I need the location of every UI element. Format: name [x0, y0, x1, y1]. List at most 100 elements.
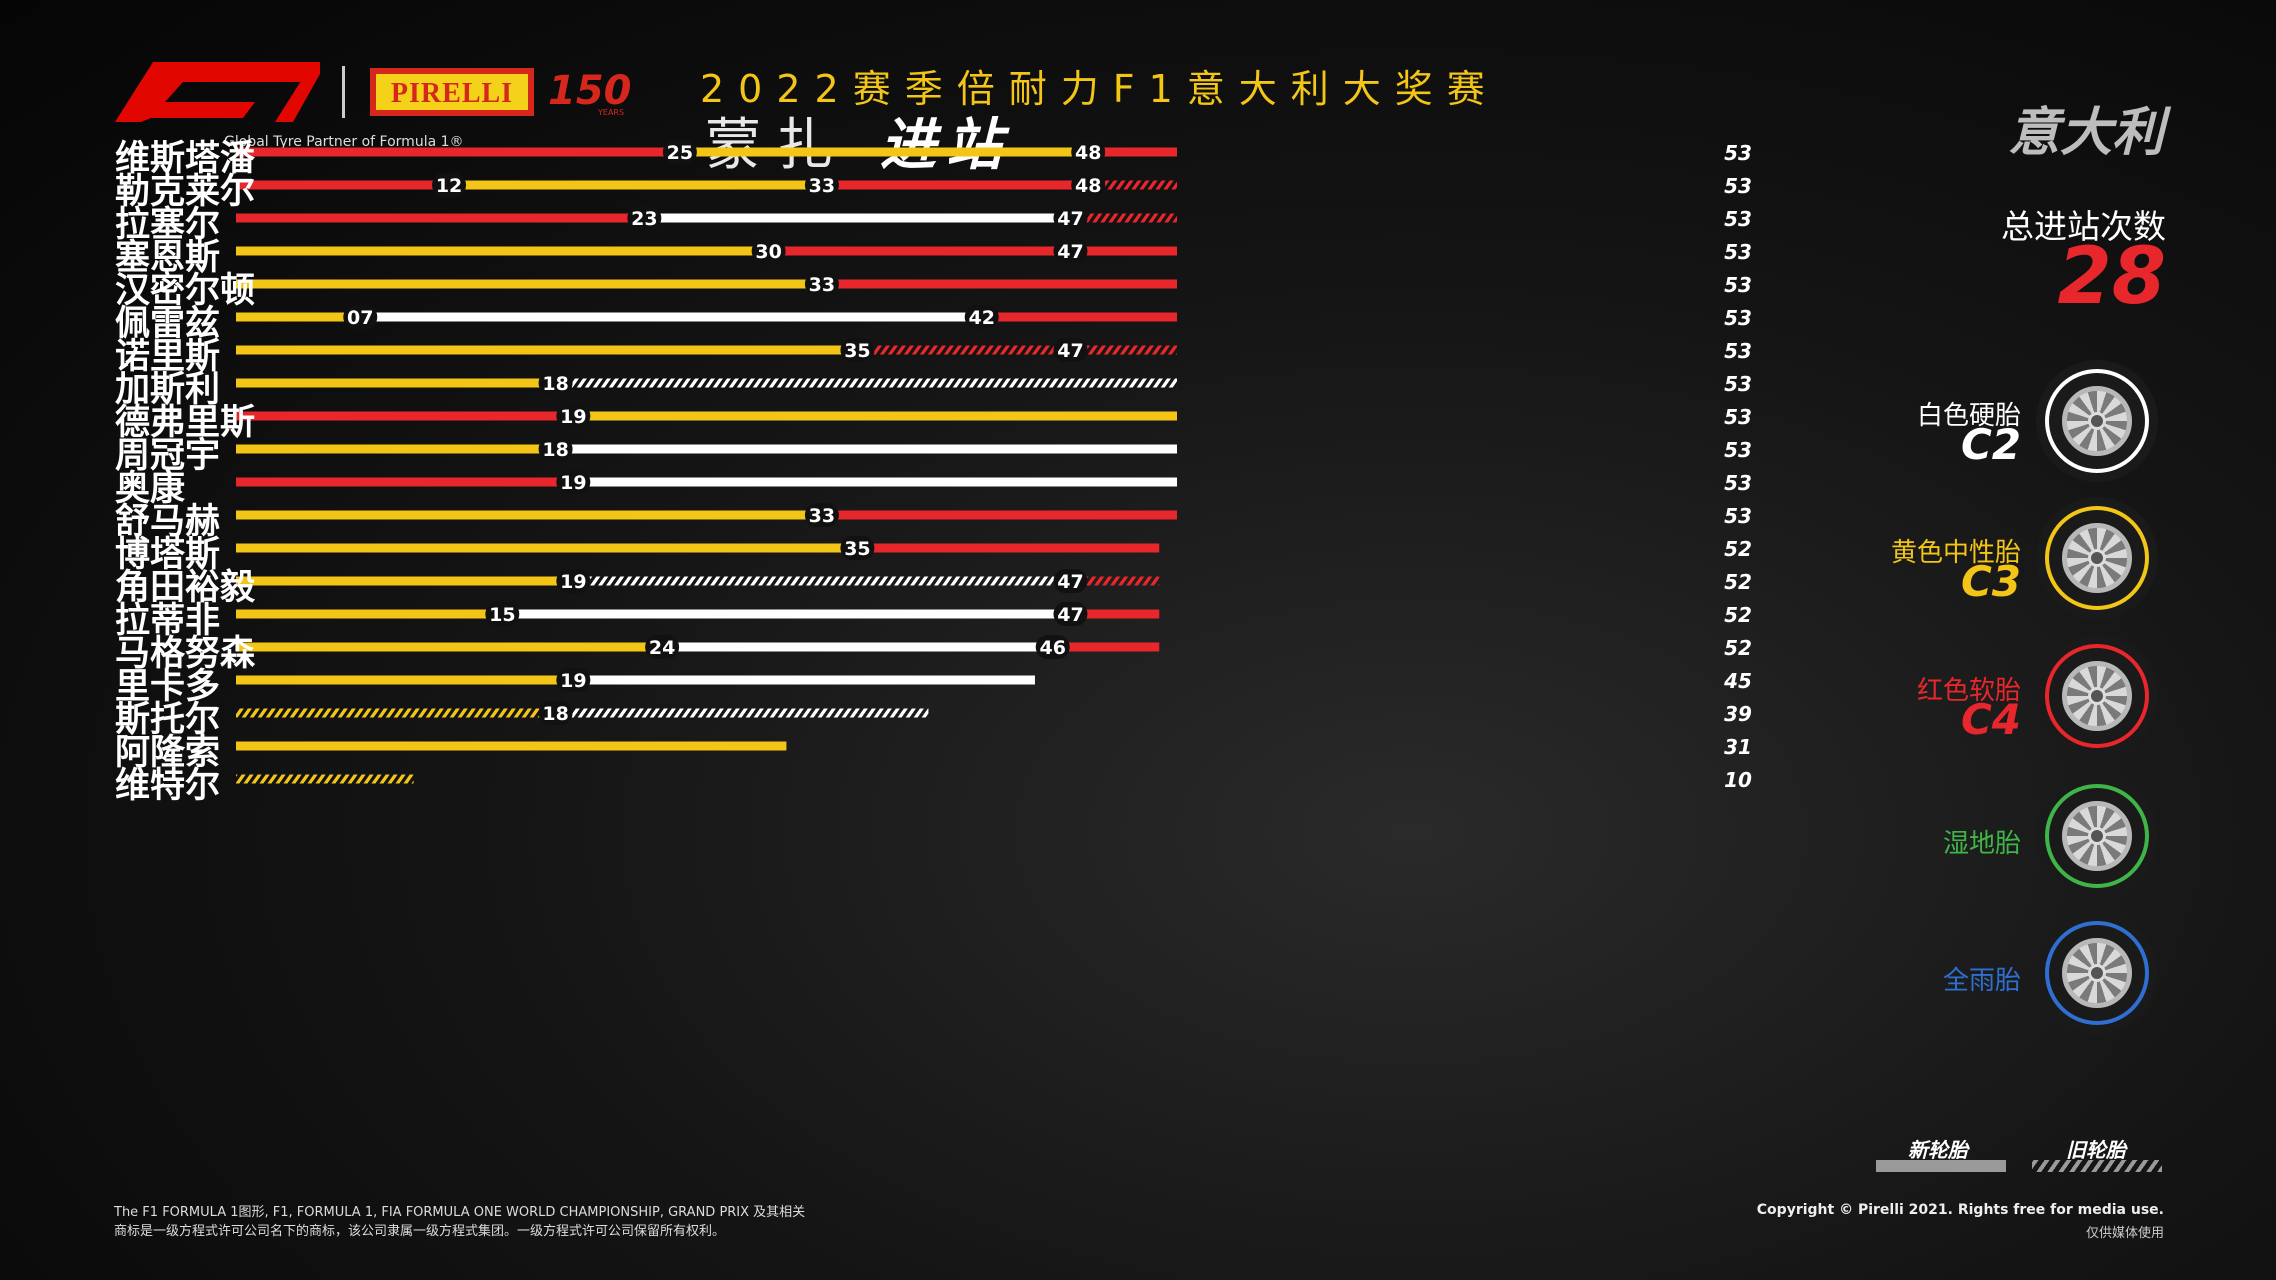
- total-laps-label: 52: [1724, 570, 1752, 594]
- pit-lap-label-background: [538, 701, 573, 725]
- tyre-compound-code: C2: [1960, 420, 2021, 469]
- stint-bar-soft-new: [821, 279, 1177, 289]
- pit-lap-label: 15: [489, 604, 515, 626]
- pit-lap-label: 35: [844, 538, 870, 560]
- pit-lap-label-background: [1053, 338, 1088, 362]
- stint-bar-hard-used: [573, 576, 1071, 586]
- pit-lap-label-background: [645, 635, 680, 659]
- stint-bar-soft-used: [1088, 180, 1177, 190]
- total-laps-label: 45: [1723, 669, 1752, 693]
- pit-lap-label-background: [804, 272, 839, 296]
- pit-lap-label-background: [1071, 173, 1106, 197]
- stint-bar-hard-new: [662, 642, 1053, 652]
- stint-bar-soft-new: [981, 312, 1177, 322]
- pit-lap-label: 23: [631, 208, 657, 230]
- driver-name: 诺里斯: [115, 337, 221, 377]
- legend-new-tyre-label: 新轮胎: [1908, 1138, 1968, 1162]
- pit-lap-label-background: [804, 173, 839, 197]
- stint-bar-medium-new: [236, 345, 858, 355]
- driver-name: 角田裕毅: [115, 568, 256, 608]
- total-laps-label: 53: [1724, 504, 1752, 528]
- driver-name: 德弗里斯: [115, 403, 256, 443]
- total-laps-label: 53: [1724, 372, 1752, 396]
- pirelli-150-anniversary: 150: [548, 68, 632, 114]
- tyre-compound-name: 全雨胎: [1942, 966, 2021, 996]
- legend-used-tyre-swatch: [2032, 1160, 2162, 1172]
- stint-bar-medium-new: [236, 279, 822, 289]
- pit-lap-label: 25: [667, 142, 693, 164]
- stint-bar-soft-used: [857, 345, 1071, 355]
- pit-lap-label: 19: [560, 406, 586, 428]
- stint-bar-soft-used: [1070, 576, 1160, 586]
- stint-bar-medium-new: [236, 543, 858, 553]
- driver-name: 汉密尔顿: [115, 271, 256, 311]
- full-wet-tyre-icon: [2036, 912, 2158, 1034]
- driver-name: 拉塞尔: [115, 205, 221, 245]
- pit-lap-label: 19: [560, 472, 586, 494]
- stint-bar-soft-new: [821, 510, 1177, 520]
- tyre-compound-name: 湿地胎: [1942, 829, 2021, 859]
- pit-lap-label: 18: [542, 373, 568, 395]
- pit-lap-label: 33: [809, 274, 835, 296]
- stint-bar-soft-new: [1088, 147, 1177, 157]
- stint-bar-soft-new: [821, 180, 1089, 190]
- stint-bar-medium-new: [236, 576, 574, 586]
- pit-lap-label-background: [485, 602, 520, 626]
- stint-bar-medium-used: [236, 774, 414, 784]
- stint-bar-medium-used: [236, 708, 556, 718]
- driver-name: 维斯塔潘: [115, 139, 256, 179]
- pit-lap-label-background: [343, 305, 378, 329]
- driver-name: 里卡多: [115, 667, 221, 707]
- legend-new-tyre-swatch: [1876, 1160, 2006, 1172]
- stint-bar-hard-new: [360, 312, 982, 322]
- trademark-footnote-line-2: 商标是一级方程式许可公司名下的商标，该公司隶属一级方程式集团。一级方程式许可公司…: [114, 1224, 726, 1239]
- total-laps-label: 53: [1724, 339, 1752, 363]
- pit-lap-label: 42: [968, 307, 994, 329]
- soft-tyre-icon: [2036, 635, 2158, 757]
- wet-tyre-icon: [2036, 775, 2158, 897]
- pit-lap-label-background: [840, 536, 875, 560]
- stint-bar-hard-new: [573, 477, 1177, 487]
- country-label: 意大利: [2007, 103, 2164, 163]
- driver-name: 舒马赫: [115, 502, 221, 542]
- stint-bar-hard-new: [644, 213, 1071, 223]
- pit-lap-label: 18: [542, 439, 568, 461]
- total-pit-stops-label: 总进站次数: [2001, 207, 2166, 246]
- driver-name: 维特尔: [115, 766, 221, 806]
- pit-lap-label: 47: [1057, 604, 1083, 626]
- driver-name: 勒克莱尔: [115, 172, 256, 212]
- pit-lap-label-background: [1071, 140, 1106, 164]
- pit-lap-label-background: [1053, 239, 1088, 263]
- pit-lap-label: 47: [1057, 340, 1083, 362]
- driver-name: 拉蒂非: [115, 601, 221, 641]
- stint-bar-medium-new: [236, 444, 556, 454]
- pit-lap-label: 24: [649, 637, 675, 659]
- tyre-compound-code: C4: [1960, 695, 2021, 744]
- pit-lap-label: 46: [1039, 637, 1065, 659]
- legend-used-tyre-label: 旧轮胎: [2066, 1138, 2126, 1162]
- pit-lap-label: 19: [560, 670, 586, 692]
- media-use-note: 仅供媒体使用: [2085, 1226, 2164, 1241]
- stint-bar-medium-new: [236, 675, 574, 685]
- driver-name: 马格努森: [115, 634, 256, 674]
- logo-divider: [342, 66, 345, 118]
- pit-lap-label-background: [538, 437, 573, 461]
- pit-lap-label-background: [1053, 602, 1088, 626]
- tyre-compound-name: 白色硬胎: [1916, 401, 2021, 431]
- stint-bar-medium-new: [236, 642, 663, 652]
- stint-bar-soft-new: [236, 147, 680, 157]
- pit-lap-label: 47: [1057, 241, 1083, 263]
- partner-tagline: Global Tyre Partner of Formula 1®: [224, 134, 464, 150]
- stint-bar-hard-used: [555, 378, 1177, 388]
- total-pit-stops-value: 28: [2057, 232, 2166, 322]
- pit-lap-label: 18: [542, 703, 568, 725]
- trademark-footnote-line-1: The F1 FORMULA 1图形, F1, FORMULA 1, FIA F…: [114, 1205, 806, 1220]
- stint-bar-soft-new: [236, 477, 574, 487]
- stint-bar-soft-used: [1070, 213, 1177, 223]
- pit-lap-label: 19: [560, 571, 586, 593]
- stint-bar-hard-new: [555, 444, 1177, 454]
- pit-lap-label: 33: [809, 175, 835, 197]
- stint-bar-medium-new: [236, 312, 361, 322]
- total-laps-label: 52: [1724, 636, 1752, 660]
- stint-bar-medium-new: [236, 510, 822, 520]
